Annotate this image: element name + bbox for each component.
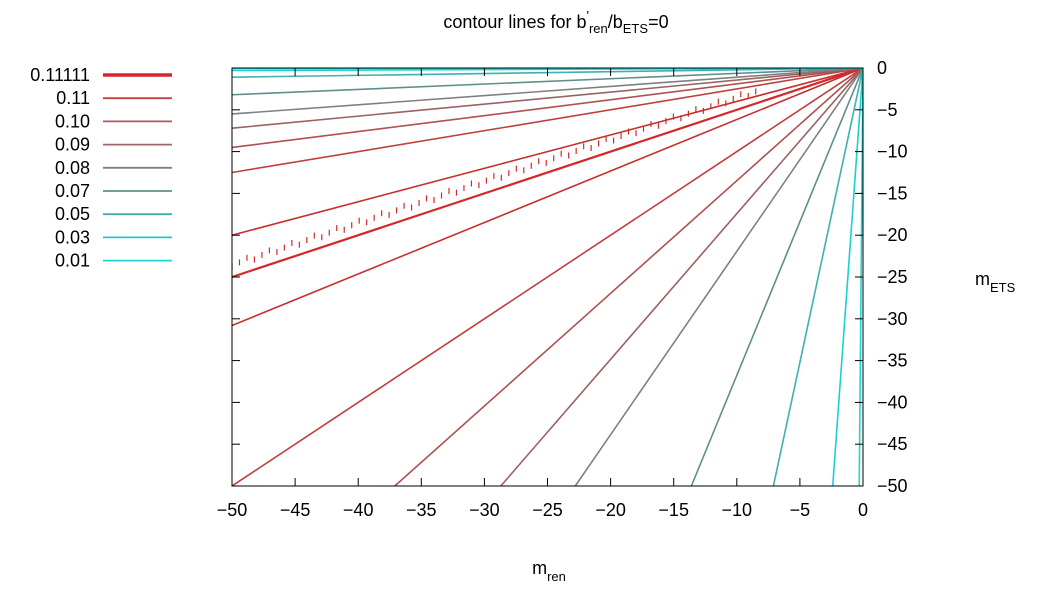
y-tick-label: −15 (877, 183, 908, 203)
title-text-end: =0 (648, 12, 669, 32)
x-tick-label: −10 (722, 500, 753, 520)
contour-line-8 (500, 68, 863, 486)
legend-label: 0.09 (55, 135, 90, 155)
legend-label: 0.11 (56, 88, 90, 108)
legend-label: 0.05 (55, 204, 90, 224)
title-text-main: contour lines for b (443, 12, 586, 32)
contour-line-3 (232, 68, 863, 174)
series-layer (232, 68, 863, 486)
y-tick-label: −35 (877, 351, 908, 371)
legend-label: 0.07 (55, 181, 90, 201)
y-label-sub: ETS (990, 280, 1016, 295)
legend-label: 0.03 (55, 227, 90, 247)
y-tick-label: 0 (877, 58, 887, 78)
contour-line-9 (232, 68, 863, 115)
chart-title: contour lines for b'ren/bETS=0 (443, 8, 668, 36)
contour-line-7 (232, 68, 863, 129)
contour-line-16 (831, 68, 863, 486)
x-tick-label: 0 (858, 500, 868, 520)
y-label-main: m (975, 269, 990, 289)
x-axis: −50 −45 −40 −35 −30 −25 −20 −15 −10 −5 0 (217, 68, 868, 520)
x-tick-label: −45 (280, 500, 311, 520)
y-axis-label: mETS (975, 269, 1016, 295)
contour-line-2 (232, 68, 863, 327)
y-tick-label: −5 (877, 100, 898, 120)
x-tick-label: −25 (532, 500, 563, 520)
x-axis-label: mren (532, 558, 566, 584)
x-tick-label: −5 (790, 500, 811, 520)
title-prime: ' (586, 8, 588, 23)
x-tick-label: −35 (406, 500, 437, 520)
y-tick-label: −10 (877, 142, 908, 162)
x-label-main: m (532, 558, 547, 578)
contour-line-11 (232, 68, 863, 96)
contour-line-0 (232, 68, 863, 279)
contour-line-14 (772, 68, 863, 486)
contour-line-6 (394, 68, 863, 486)
x-tick-label: −20 (595, 500, 626, 520)
x-tick-label: −50 (217, 500, 248, 520)
x-tick-label: −40 (343, 500, 374, 520)
contour-line-4 (232, 68, 863, 486)
title-text-mid: /b (608, 12, 623, 32)
y-tick-label: −30 (877, 309, 908, 329)
contour-line-5 (232, 68, 863, 149)
x-tick-label: −15 (658, 500, 689, 520)
contour-line-12 (690, 68, 863, 486)
title-sub-ets: ETS (623, 21, 649, 36)
x-label-sub: ren (547, 569, 566, 584)
legend-label: 0.11111 (30, 65, 90, 85)
y-tick-label: −20 (877, 225, 908, 245)
y-tick-label: −45 (877, 434, 908, 454)
y-axis: 0 −5 −10 −15 −20 −25 −30 −35 −40 −45 −50 (232, 58, 908, 496)
contour-line-1 (232, 68, 863, 236)
legend-label: 0.01 (55, 251, 90, 271)
legend-label: 0.08 (55, 158, 90, 178)
contour-line-10 (574, 68, 863, 486)
dotted-band (232, 88, 757, 270)
legend-label: 0.10 (55, 111, 90, 131)
y-tick-label: −25 (877, 267, 908, 287)
title-sub-ren: ren (589, 21, 608, 36)
y-tick-label: −50 (877, 476, 908, 496)
x-tick-label: −30 (469, 500, 500, 520)
y-tick-label: −40 (877, 392, 908, 412)
legend: 0.11111 0.11 0.10 0.09 0.08 0.07 0.05 0.03 0.01 (30, 65, 172, 271)
